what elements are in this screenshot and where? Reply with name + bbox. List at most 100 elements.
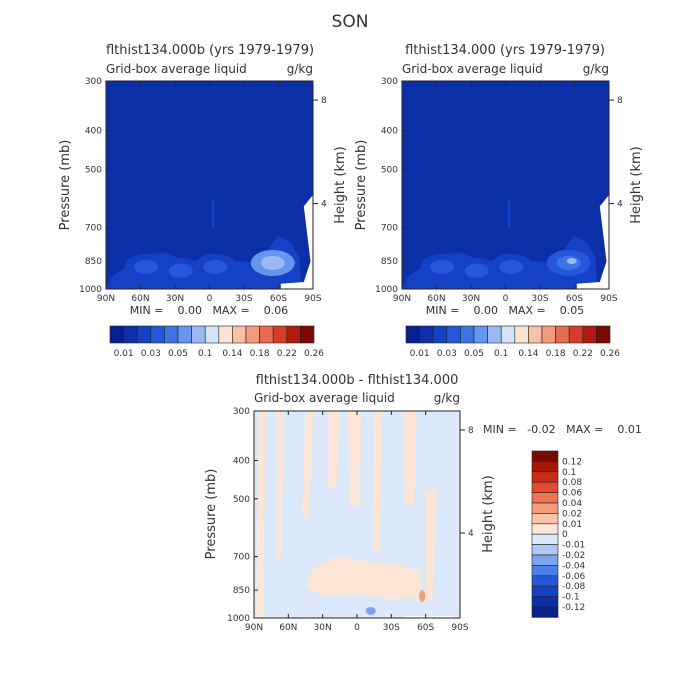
colorbar-label: 0.14	[518, 349, 538, 359]
colorbar-label: 0.12	[562, 457, 582, 467]
panel-1: flthist134.000b (yrs 1979-1979) Grid-box…	[58, 43, 348, 359]
y-tick-label: 400	[233, 456, 250, 466]
panel-2-ylabel-right: Height (km)	[629, 146, 644, 223]
panel-2-colorbar: 0.01 0.03 0.05 0.1 0.14 0.18 0.22 0.26	[405, 325, 620, 359]
panel-3-subtitle-right: g/kg	[434, 391, 460, 405]
x-tick-label: 90S	[451, 623, 468, 633]
colorbar-label: 0.01	[410, 349, 430, 359]
panel-3-subtitle-left: Grid-box average liquid	[254, 391, 395, 405]
colorbar-swatch	[204, 325, 220, 344]
x-tick-label: 60N	[427, 294, 445, 304]
positive-anomaly-peak	[419, 590, 426, 603]
panel-1-title: flthist134.000b (yrs 1979-1979)	[106, 43, 314, 58]
colorbar-label: -0.08	[562, 582, 586, 592]
contour-peak	[270, 257, 281, 264]
panel-3-colorbar: 0.120.10.080.060.040.020.010-0.01-0.02-0…	[531, 450, 586, 618]
right-tick-label: 8	[617, 96, 623, 106]
colorbar-swatch	[500, 325, 516, 344]
colorbar-label: 0.08	[562, 478, 582, 488]
y-tick-label: 500	[233, 495, 250, 505]
colorbar-label: -0.12	[562, 603, 585, 613]
colorbar-swatch	[177, 325, 192, 344]
y-tick-label: 400	[381, 127, 398, 137]
positive-anomaly	[328, 411, 340, 489]
colorbar-swatch	[405, 325, 420, 344]
page-title: SON	[332, 12, 369, 32]
missing-data	[599, 194, 609, 263]
positive-anomaly	[402, 411, 417, 506]
missing-data	[303, 194, 313, 263]
colorbar-swatch	[531, 554, 559, 566]
positive-anomaly	[256, 411, 266, 618]
colorbar-label: 0.18	[250, 349, 270, 359]
panel-3-title: flthist134.000b - flthist134.000	[256, 373, 459, 388]
colorbar-swatch	[232, 325, 247, 344]
contour-core	[499, 259, 524, 274]
missing-data	[405, 616, 455, 618]
contour-core	[430, 259, 455, 274]
x-tick-label: 90N	[245, 623, 263, 633]
positive-anomaly	[302, 411, 314, 519]
colorbar-label: -0.06	[562, 572, 586, 582]
y-tick-label: 700	[233, 553, 250, 563]
panel-1-colorbar: 0.01 0.03 0.05 0.1 0.14 0.18 0.22 0.26	[109, 325, 324, 359]
colorbar-swatch	[487, 325, 502, 344]
x-tick-label: 30N	[166, 294, 184, 304]
negative-anomaly	[365, 606, 376, 615]
panel-1-stats: MIN = 0.00 MAX = 0.06	[130, 304, 288, 317]
colorbar-label: 0.05	[464, 349, 484, 359]
colorbar-label: 0.26	[600, 349, 620, 359]
x-tick-label: 0	[503, 294, 509, 304]
panel-2-title: flthist134.000 (yrs 1979-1979)	[405, 43, 605, 58]
right-tick-label: 4	[321, 200, 327, 210]
y-tick-label: 850	[381, 257, 398, 267]
positive-anomaly	[373, 411, 383, 552]
colorbar-swatch	[531, 492, 559, 504]
right-tick-label: 4	[468, 529, 474, 539]
colorbar-swatch	[218, 325, 233, 344]
panel-1-ylabel: Pressure (mb)	[58, 140, 73, 231]
x-tick-label: 30N	[314, 623, 332, 633]
colorbar-swatch	[531, 513, 559, 525]
colorbar-label: 0.26	[304, 349, 324, 359]
y-tick-label: 300	[85, 77, 102, 87]
colorbar-swatch	[300, 325, 315, 344]
y-tick-label: 300	[233, 407, 250, 417]
panel-3-plot: 90N 60N 30N 0 30S 60S 90S 300 400 500 700 850 1000 8 4	[227, 407, 474, 633]
colorbar-swatch	[272, 325, 288, 344]
contour-core	[134, 259, 159, 274]
right-tick-label: 4	[617, 200, 623, 210]
y-tick-label: 1000	[79, 285, 102, 295]
panel-2-subtitle-right: g/kg	[583, 62, 609, 76]
positive-anomaly	[305, 556, 424, 600]
y-tick-label: 700	[85, 223, 102, 233]
panel-1-ylabel-right: Height (km)	[333, 146, 348, 223]
colorbar-label: 0.02	[562, 509, 582, 519]
contour-core	[203, 259, 228, 274]
panel-2-ylabel: Pressure (mb)	[354, 140, 369, 231]
y-tick-label: 400	[85, 127, 102, 137]
y-tick-label: 700	[381, 223, 398, 233]
contour-core	[168, 263, 193, 278]
colorbar-swatch	[531, 544, 559, 556]
positive-anomaly	[347, 411, 362, 506]
panel-3-ylabel-right: Height (km)	[481, 475, 496, 552]
colorbar-swatch	[531, 565, 559, 577]
colorbar-swatch	[531, 533, 559, 545]
x-tick-label: 60S	[566, 294, 583, 304]
missing-data	[576, 260, 609, 289]
colorbar-label: 0.1	[198, 349, 212, 359]
panel-1-subtitle-left: Grid-box average liquid	[106, 62, 247, 76]
colorbar-swatch	[528, 325, 543, 344]
x-tick-label: 60N	[131, 294, 149, 304]
y-tick-label: 500	[85, 165, 102, 175]
colorbar-label: 0.18	[546, 349, 566, 359]
panel-2-subtitle-left: Grid-box average liquid	[402, 62, 543, 76]
colorbar-swatch	[514, 325, 529, 344]
colorbar-label: 0.06	[562, 489, 582, 499]
colorbar-swatch	[531, 575, 559, 587]
positive-anomaly	[425, 488, 438, 600]
colorbar-swatch	[109, 325, 124, 344]
x-tick-label: 90N	[393, 294, 411, 304]
colorbar-label: 0.14	[222, 349, 242, 359]
